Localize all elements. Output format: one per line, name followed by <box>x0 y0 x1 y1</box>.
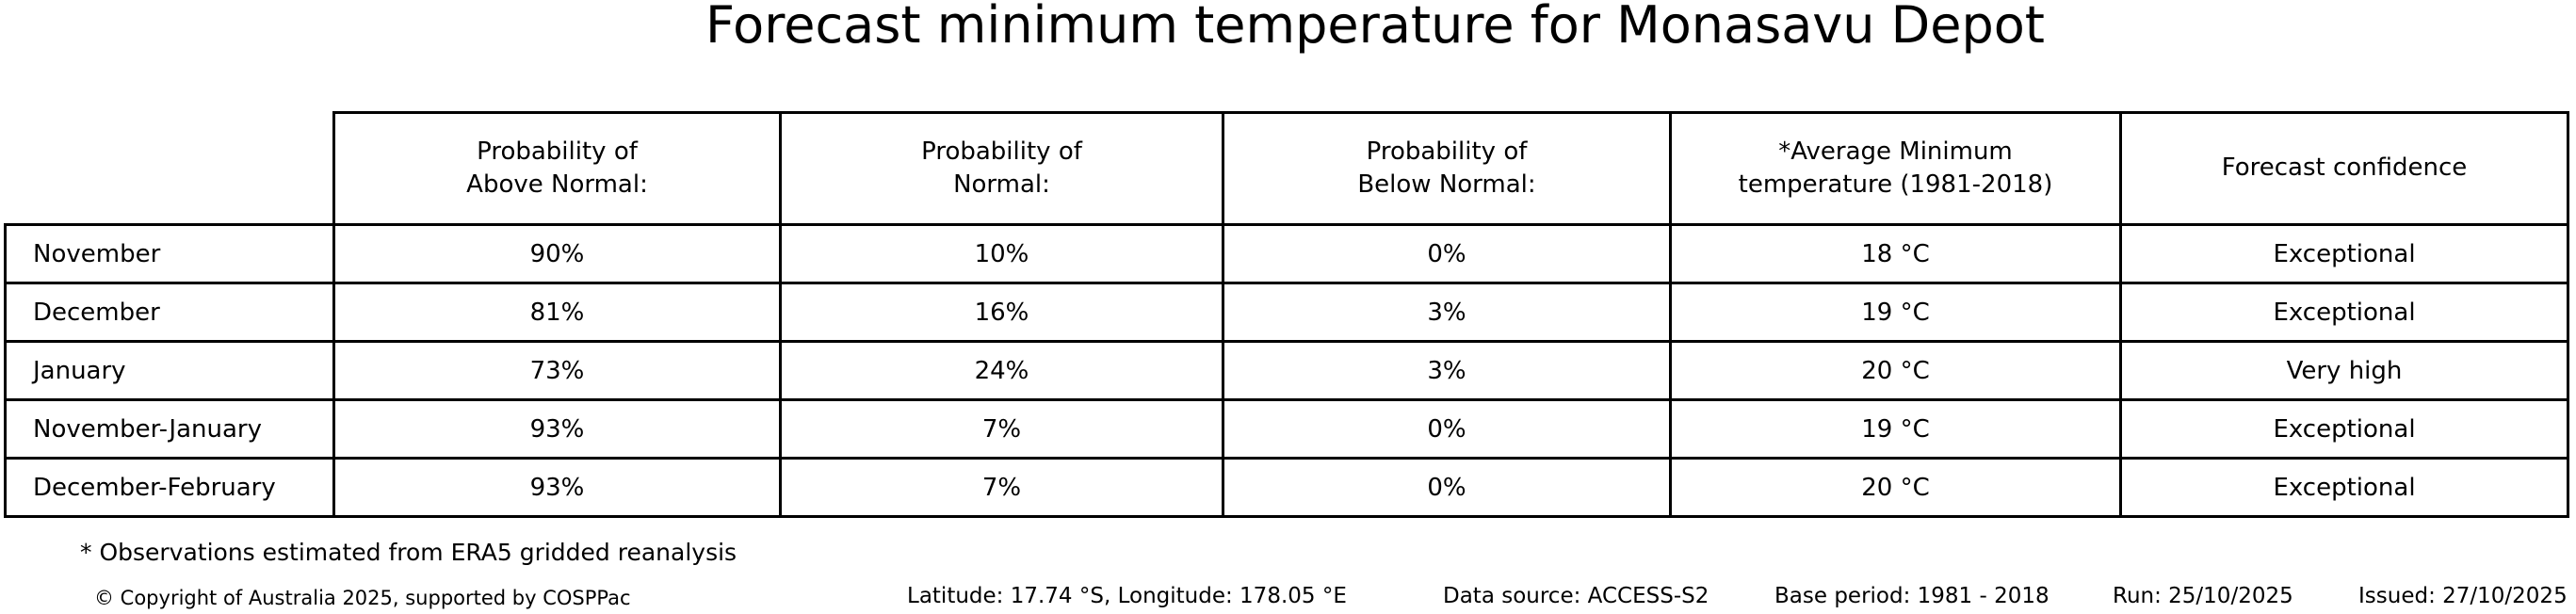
era5-footnote: * Observations estimated from ERA5 gridd… <box>80 539 737 566</box>
table-cell-confidence: Exceptional <box>2119 282 2569 343</box>
table-row-november: November 90% 10% 0% 18 °C Exceptional <box>4 223 2569 284</box>
row-label: December <box>4 282 335 343</box>
table-cell-below-normal: 0% <box>1222 223 1672 284</box>
table-cell-confidence: Exceptional <box>2119 398 2569 460</box>
table-cell-above-normal: 81% <box>332 282 782 343</box>
row-label: November <box>4 223 335 284</box>
table-cell-average-minimum: 20 °C <box>1669 457 2122 518</box>
table-cell-below-normal: 0% <box>1222 398 1672 460</box>
table-row-january: January 73% 24% 3% 20 °C Very high <box>4 340 2569 401</box>
table-cell-above-normal: 90% <box>332 223 782 284</box>
corner-empty-cell <box>6 113 334 225</box>
table-cell-normal: 16% <box>779 282 1224 343</box>
table-cell-confidence: Very high <box>2119 340 2569 401</box>
table-cell-average-minimum: 20 °C <box>1669 340 2122 401</box>
column-header-above-normal: Probability of Above Normal: <box>332 111 782 226</box>
row-label: November-January <box>4 398 335 460</box>
table-cell-below-normal: 3% <box>1222 282 1672 343</box>
table-cell-above-normal: 93% <box>332 398 782 460</box>
table-row-december: December 81% 16% 3% 19 °C Exceptional <box>4 282 2569 343</box>
page-title: Forecast minimum temperature for Monasav… <box>705 0 2045 55</box>
table-cell-normal: 7% <box>779 457 1224 518</box>
table-cell-above-normal: 93% <box>332 457 782 518</box>
table-cell-average-minimum: 18 °C <box>1669 223 2122 284</box>
column-header-below-normal: Probability of Below Normal: <box>1222 111 1672 226</box>
footer-data-source: Data source: ACCESS-S2 <box>1443 584 1709 608</box>
table-row-november-january: November-January 93% 7% 0% 19 °C Excepti… <box>4 398 2569 460</box>
row-label: December-February <box>4 457 335 518</box>
forecast-table: Probability of Above Normal: Probability… <box>4 111 2569 518</box>
column-header-normal: Probability of Normal: <box>779 111 1224 226</box>
table-cell-above-normal: 73% <box>332 340 782 401</box>
header-row: Probability of Above Normal: Probability… <box>6 111 2569 226</box>
table-cell-average-minimum: 19 °C <box>1669 282 2122 343</box>
table-cell-confidence: Exceptional <box>2119 457 2569 518</box>
column-header-forecast-confidence: Forecast confidence <box>2119 111 2569 226</box>
table-cell-average-minimum: 19 °C <box>1669 398 2122 460</box>
copyright-notice: © Copyright of Australia 2025, supported… <box>94 587 631 609</box>
footer-run-date: Run: 25/10/2025 <box>2113 584 2293 608</box>
table-cell-below-normal: 3% <box>1222 340 1672 401</box>
table-cell-normal: 10% <box>779 223 1224 284</box>
footer-lat-long: Latitude: 17.74 °S, Longitude: 178.05 °E <box>907 584 1347 608</box>
table-row-december-february: December-February 93% 7% 0% 20 °C Except… <box>4 457 2569 518</box>
table-cell-confidence: Exceptional <box>2119 223 2569 284</box>
table-cell-normal: 7% <box>779 398 1224 460</box>
footer-issued-date: Issued: 27/10/2025 <box>2358 584 2568 608</box>
row-label: January <box>4 340 335 401</box>
footer-base-period: Base period: 1981 - 2018 <box>1774 584 2049 608</box>
table-cell-below-normal: 0% <box>1222 457 1672 518</box>
column-header-average-minimum: *Average Minimum temperature (1981-2018) <box>1669 111 2122 226</box>
table-cell-normal: 24% <box>779 340 1224 401</box>
